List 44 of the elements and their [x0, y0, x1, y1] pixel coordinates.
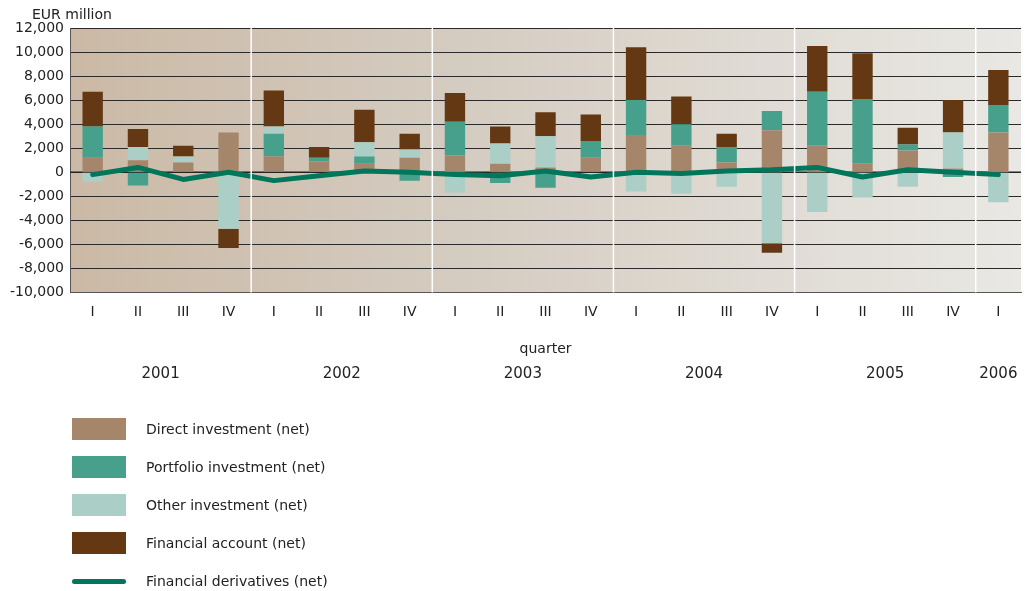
y-tick-label: 6,000 [23, 90, 65, 107]
x-tick-label: IV [583, 303, 599, 320]
legend-label: Financial derivatives (net) [146, 573, 328, 589]
y-tick-label: 4,000 [23, 114, 65, 131]
y-tick-label: 0 [55, 162, 65, 179]
x-tick-label: II [133, 303, 143, 320]
x-tick-label: II [677, 303, 686, 320]
x-tick-label: III [720, 303, 733, 320]
x-tick-label: I [815, 303, 820, 320]
x-tick-label: I [90, 303, 95, 320]
text: 2005 [866, 364, 905, 383]
text: 2002 [322, 364, 361, 383]
x-tick-label: IV [402, 303, 417, 320]
legend-label: Direct investment (net) [146, 421, 310, 437]
legend-label: Portfolio investment (net) [146, 459, 326, 475]
x-tick-label: I [271, 303, 276, 320]
y-tick-label: -10,000 [9, 283, 65, 300]
x-tick-label: III [901, 303, 914, 320]
x-tick-label: III [539, 303, 552, 320]
x-tick-label: I [996, 303, 1001, 320]
y-tick-label: 8,000 [23, 66, 65, 83]
x-axis-title: quarter [519, 340, 572, 357]
y-tick-label: -8,000 [18, 259, 65, 275]
x-tick-label: II [496, 303, 505, 320]
text: 2001 [141, 364, 180, 383]
legend-label: Other investment (net) [146, 497, 308, 513]
y-tick-label: 10,000 [15, 42, 65, 59]
text: 2003 [503, 364, 542, 383]
y-tick-label: -6,000 [18, 234, 65, 251]
text: 2006 [979, 364, 1018, 383]
x-tick-label: IV [765, 303, 780, 320]
x-tick-label: IV [946, 303, 961, 320]
y-tick-label: -4,000 [18, 210, 65, 227]
x-tick-label: III [177, 303, 190, 320]
y-tick-label: -2,000 [18, 186, 65, 203]
x-tick-label: II [858, 303, 867, 320]
x-tick-label: II [314, 303, 324, 320]
x-tick-label: III [358, 303, 371, 320]
x-tick-label: IV [221, 303, 236, 320]
legend-label: Financial account (net) [146, 535, 306, 551]
x-tick-label: I [452, 303, 458, 320]
y-tick-label: 2,000 [23, 138, 65, 155]
text: 2004 [684, 364, 724, 383]
x-tick-label: I [634, 303, 639, 320]
